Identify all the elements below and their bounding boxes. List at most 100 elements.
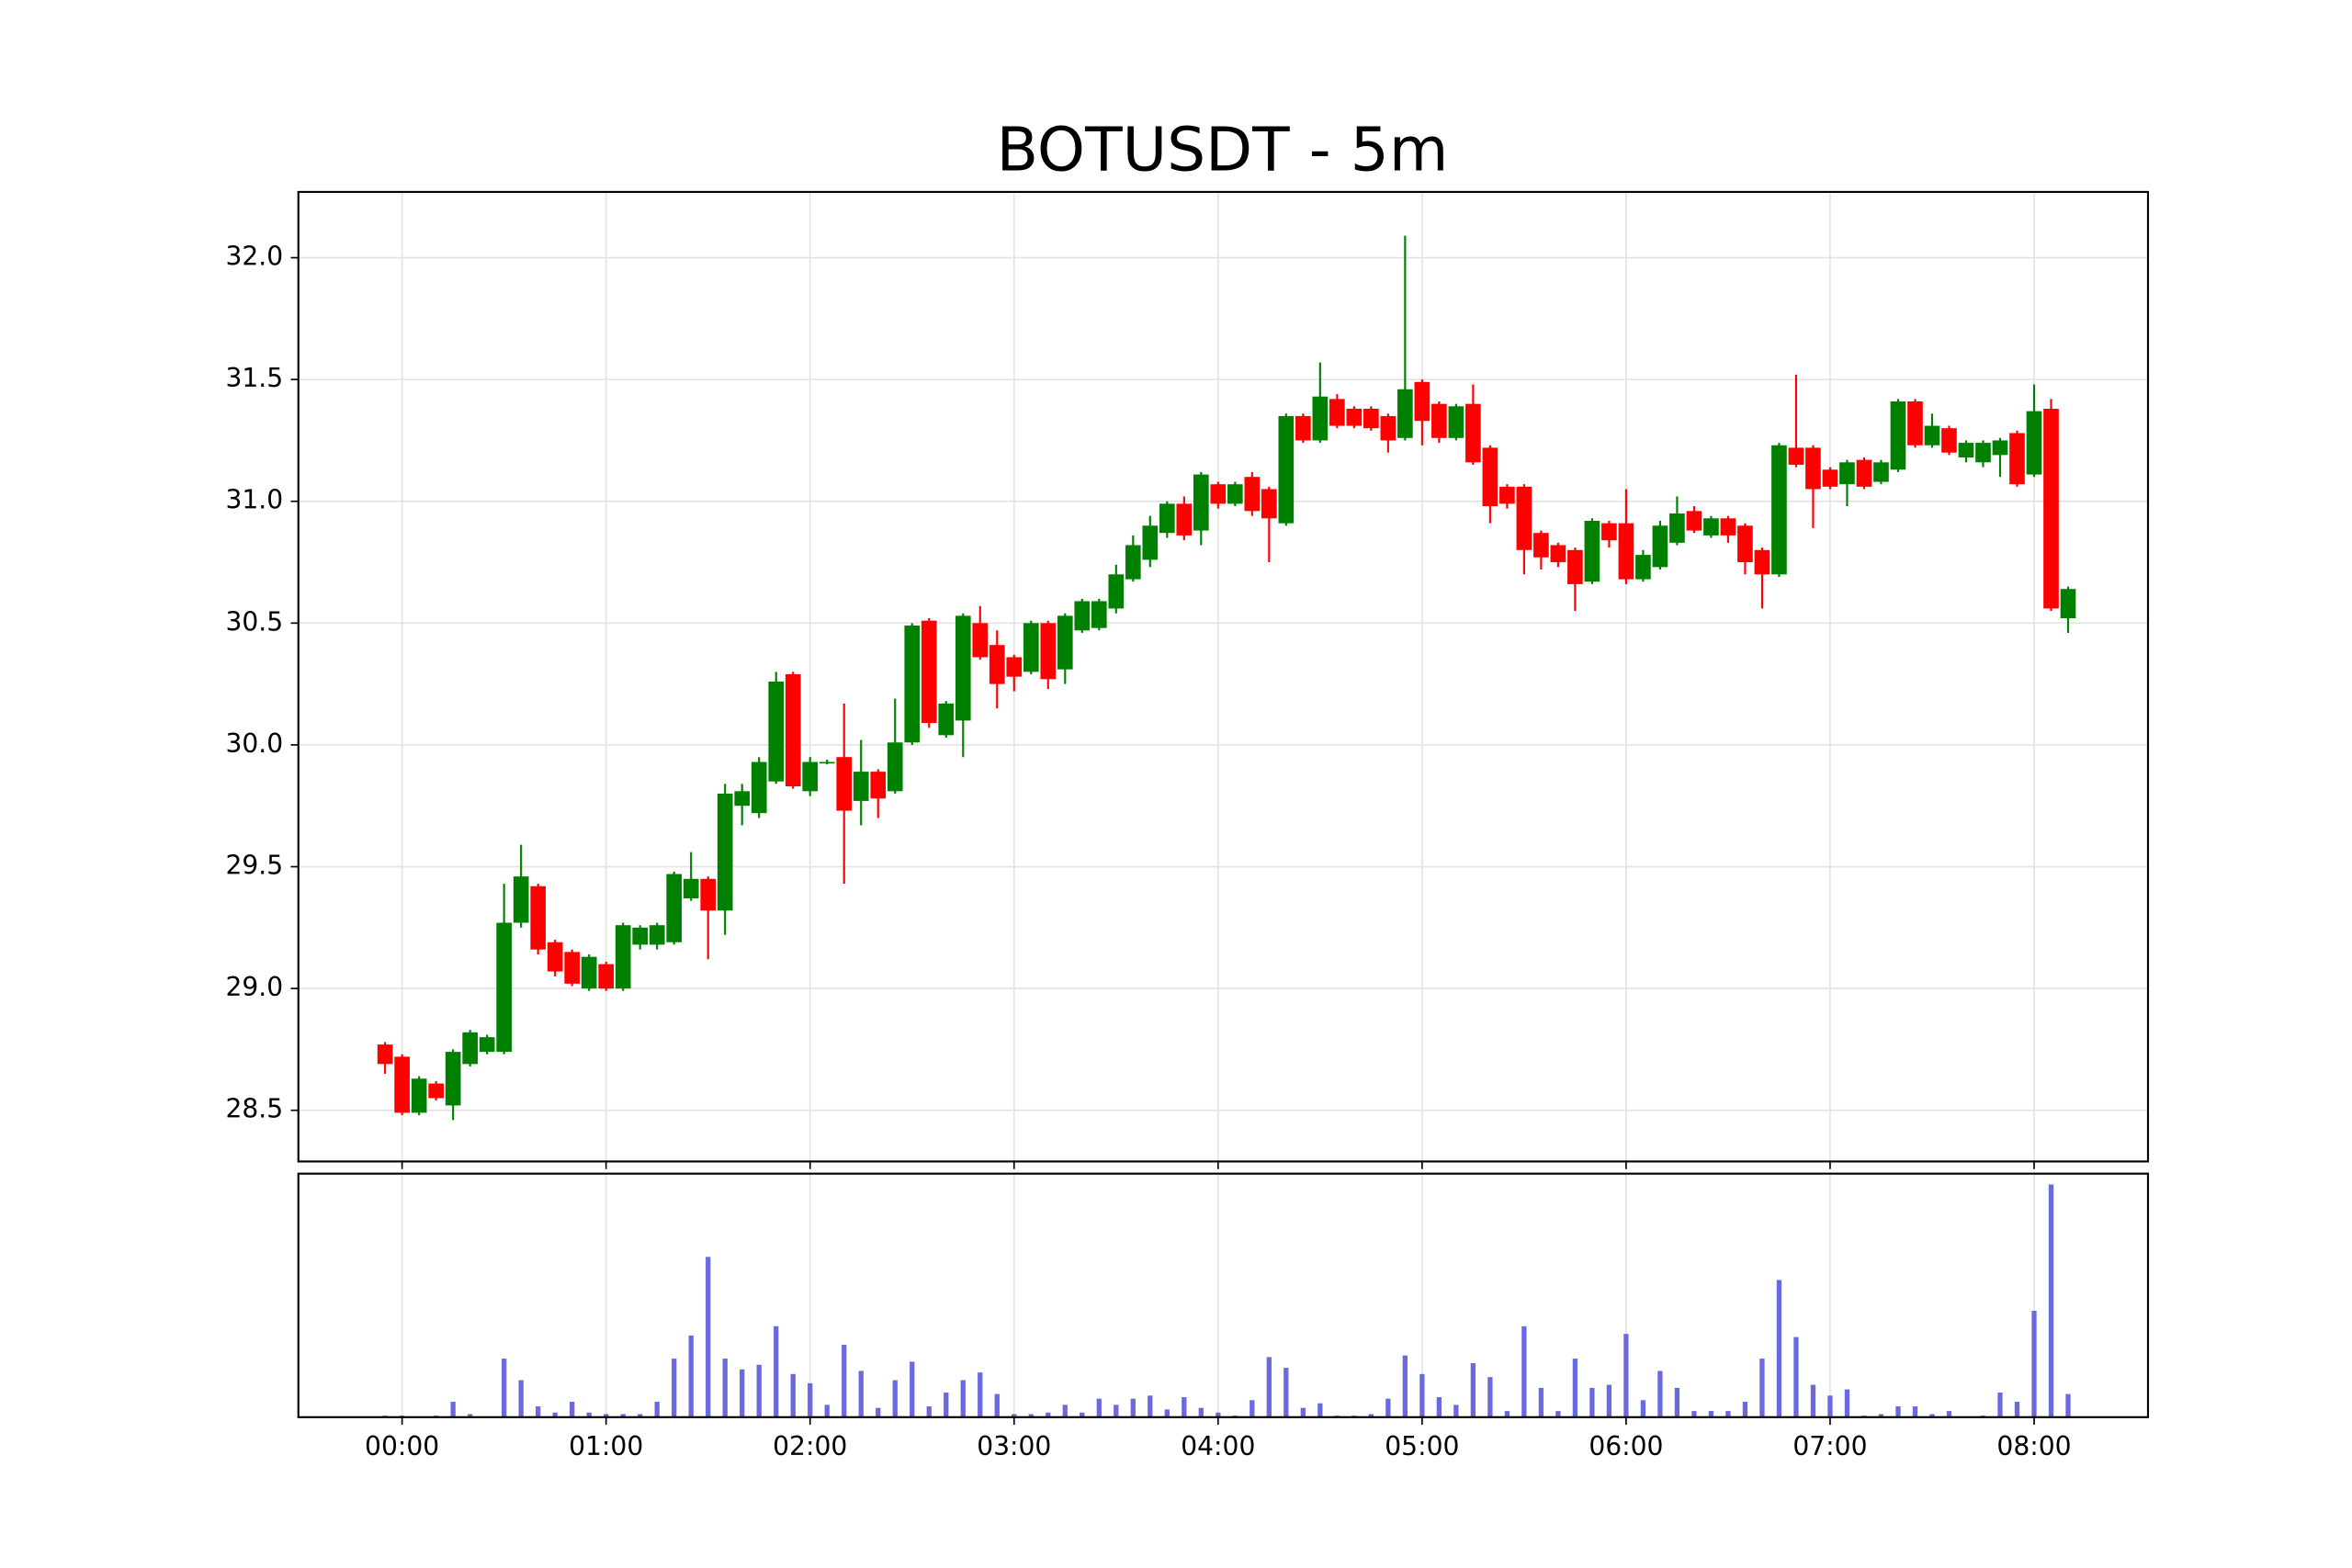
volume-bar (468, 1414, 473, 1417)
candle-body (1363, 408, 1379, 429)
volume-bar (1555, 1411, 1561, 1417)
volume-bar (1640, 1400, 1646, 1417)
x-tick-label: 04:00 (1181, 1431, 1255, 1461)
y-tick-label: 29.0 (225, 972, 283, 1002)
volume-bar (774, 1325, 779, 1417)
candle-body (683, 878, 699, 899)
volume-bar (1453, 1404, 1459, 1417)
candle-body (1431, 403, 1447, 438)
volume-bar (1436, 1396, 1442, 1417)
volume-bar (876, 1407, 881, 1417)
volume-bar (1300, 1407, 1306, 1417)
volume-bar (1216, 1412, 1221, 1417)
x-tick-label: 01:00 (569, 1431, 643, 1461)
candle-body (1873, 462, 1889, 482)
volume-bar (672, 1359, 677, 1417)
candle-body (1771, 445, 1787, 575)
candle-body (1125, 545, 1141, 580)
candle-body (649, 925, 665, 945)
volume-bar (1114, 1404, 1119, 1417)
candle-body (1533, 533, 1549, 558)
volume-bar (1504, 1411, 1510, 1417)
volume-bar (1776, 1280, 1782, 1417)
candle-body (1057, 615, 1073, 670)
candle-body (411, 1078, 427, 1113)
candle-body (1975, 443, 1991, 463)
candle-body (479, 1037, 495, 1053)
volume-bar (1250, 1400, 1255, 1417)
volume-bar (1572, 1359, 1578, 1417)
candle-body (938, 703, 955, 736)
volume-bar (722, 1359, 728, 1417)
candle-body (1108, 574, 1125, 609)
x-tick-label: 00:00 (365, 1431, 439, 1461)
volume-bar (1793, 1337, 1799, 1417)
volume-bar (1266, 1357, 1272, 1417)
volume-bar (654, 1402, 660, 1417)
candle-body (513, 876, 529, 923)
volume-bar (1895, 1406, 1901, 1417)
volume-bar (1810, 1384, 1816, 1417)
candle-body (615, 925, 631, 989)
candle-body (1210, 484, 1227, 504)
candle-body (921, 620, 937, 724)
candle-body (1074, 601, 1091, 631)
candle-body (598, 964, 615, 989)
candle-body (2060, 589, 2076, 619)
candle-body (1703, 518, 1719, 536)
volume-bar (586, 1412, 592, 1417)
candle-body (1465, 403, 1481, 463)
volume-bar (1419, 1373, 1425, 1417)
candle-body (1686, 511, 1702, 531)
volume-bar (1368, 1414, 1374, 1417)
volume-bar (1317, 1403, 1323, 1417)
candle-body (751, 761, 767, 814)
volume-bar (1080, 1412, 1085, 1417)
volume-bar (824, 1404, 830, 1417)
candle-body (1720, 518, 1736, 536)
volume-bar (858, 1371, 864, 1417)
volume-bar (518, 1380, 524, 1417)
y-tick-label: 30.0 (225, 728, 283, 759)
candle-body (1023, 623, 1039, 672)
volume-bar (808, 1382, 813, 1417)
candle-body (530, 886, 546, 950)
candle-body (955, 615, 971, 721)
candle-body (717, 793, 733, 911)
volume-bar (1674, 1387, 1680, 1417)
volume-bar (1742, 1402, 1748, 1417)
volume-bar (1182, 1396, 1187, 1417)
candle-body (1941, 428, 1957, 453)
volume-bar (1521, 1325, 1527, 1417)
candle-body (1567, 549, 1583, 584)
candle-body (1193, 474, 1209, 531)
candle-body (564, 952, 581, 984)
candle-body (632, 927, 649, 945)
volume-bar (2031, 1311, 2037, 1417)
y-tick-label: 31.5 (225, 363, 283, 393)
y-tick-label: 32.0 (225, 242, 283, 272)
volume-bar (638, 1414, 643, 1417)
candle-body (1006, 657, 1023, 677)
volume-bar (1012, 1414, 1017, 1417)
volume-bar (552, 1412, 558, 1417)
candle-body (2009, 433, 2025, 485)
candle-body (2043, 408, 2059, 609)
volume-bar (1148, 1395, 1153, 1417)
candle-body (1822, 469, 1838, 487)
x-tick-label: 02:00 (773, 1431, 847, 1461)
x-tick-label: 07:00 (1792, 1431, 1867, 1461)
candle-body (1227, 484, 1243, 504)
price-frame (297, 190, 2150, 1163)
volume-bar (892, 1380, 898, 1417)
volume-bar (978, 1372, 983, 1417)
volume-bar (706, 1257, 711, 1417)
volume-bar (1725, 1411, 1731, 1417)
candle-body (1737, 525, 1753, 563)
volume-bar (2065, 1393, 2071, 1417)
volume-bar (1487, 1377, 1493, 1417)
volume-bar (1929, 1414, 1935, 1417)
volume-bar (2014, 1402, 2020, 1417)
